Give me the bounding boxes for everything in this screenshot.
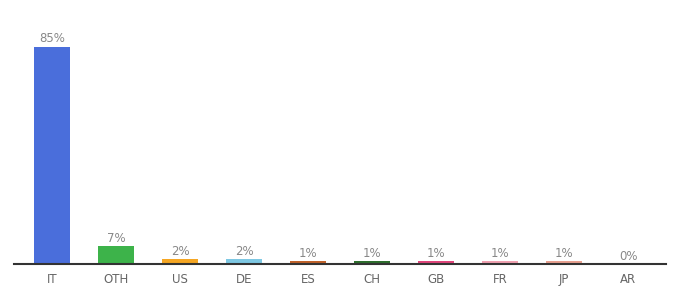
Bar: [35, 46, 69, 264]
Text: 1%: 1%: [426, 247, 445, 260]
Bar: [290, 261, 326, 264]
Text: 7%: 7%: [107, 232, 125, 245]
Text: 0%: 0%: [619, 250, 637, 263]
Text: 1%: 1%: [362, 247, 381, 260]
Text: 1%: 1%: [299, 247, 318, 260]
Bar: [418, 261, 454, 264]
Bar: [226, 259, 262, 264]
Text: 1%: 1%: [491, 247, 509, 260]
Bar: [354, 261, 390, 264]
Text: 85%: 85%: [39, 32, 65, 45]
Bar: [163, 259, 198, 264]
Bar: [99, 246, 133, 264]
Bar: [547, 261, 581, 264]
Text: 2%: 2%: [235, 244, 254, 258]
Text: 2%: 2%: [171, 244, 189, 258]
Bar: [482, 261, 517, 264]
Text: 1%: 1%: [555, 247, 573, 260]
